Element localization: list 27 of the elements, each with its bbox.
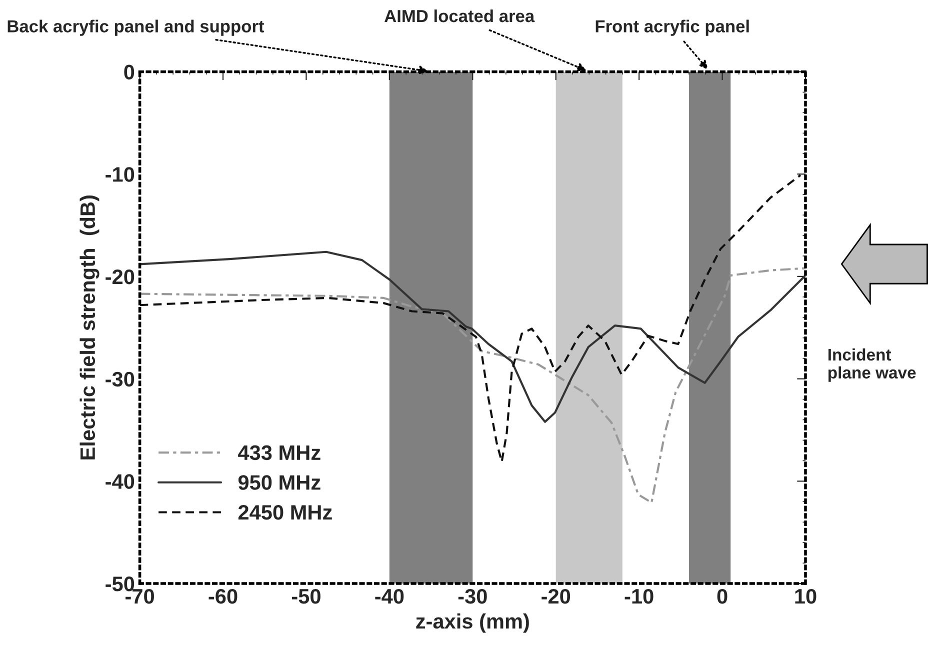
- y-tick-label: -30: [106, 372, 134, 387]
- text: Incident plane wave: [828, 348, 916, 382]
- x-tick-label: -50: [292, 588, 320, 604]
- y-tick-label: -50: [106, 576, 134, 592]
- y-tick-label: -40: [106, 474, 134, 489]
- line-series: [140, 174, 802, 463]
- line-series: [140, 267, 806, 504]
- line-series: [140, 250, 806, 423]
- x-tick-label: -70: [126, 588, 154, 604]
- band-label: Front acryfic panel: [596, 20, 749, 36]
- legend-label: 950 MHz: [238, 475, 320, 490]
- band-label: Back acryfic panel and support: [8, 20, 264, 36]
- x-tick-label: 0: [717, 588, 728, 604]
- y-tick-label: 0: [124, 64, 134, 80]
- x-tick-label: -10: [624, 588, 654, 604]
- x-tick-label: 10: [795, 588, 816, 604]
- legend-label: 433 MHz: [238, 445, 320, 460]
- x-tick-label: -60: [208, 588, 238, 604]
- legend-label: 2450 MHz: [238, 504, 332, 520]
- band-label: AIMD located area: [384, 9, 535, 22]
- y-tick-label: -10: [106, 167, 134, 182]
- x-tick-label: -40: [375, 588, 404, 604]
- x-tick-label: -20: [542, 588, 570, 604]
- y-axis-title: Electric field strength (dB): [80, 196, 100, 460]
- x-axis-title: z-axis (mm): [416, 613, 529, 633]
- y-tick-label: -20: [106, 269, 134, 284]
- x-tick-label: -30: [458, 588, 487, 604]
